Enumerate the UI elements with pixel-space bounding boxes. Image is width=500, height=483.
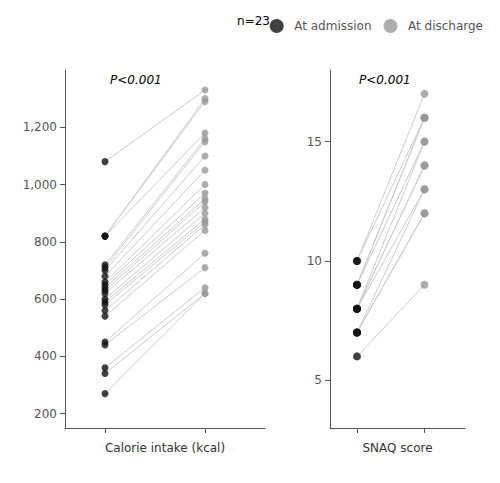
svg-text:Calorie intake (kcal): Calorie intake (kcal) <box>105 441 225 455</box>
svg-text:n=23: n=23 <box>237 14 270 28</box>
svg-text:P<0.001: P<0.001 <box>359 73 411 87</box>
svg-text:P<0.001: P<0.001 <box>110 73 162 87</box>
svg-text:200: 200 <box>34 407 57 421</box>
svg-text:At admission: At admission <box>294 19 371 33</box>
svg-text:5: 5 <box>314 373 322 387</box>
svg-text:600: 600 <box>34 292 57 306</box>
svg-text:SNAQ score: SNAQ score <box>362 441 432 455</box>
svg-text:400: 400 <box>34 349 57 363</box>
svg-text:15: 15 <box>307 135 322 149</box>
svg-text:At discharge: At discharge <box>408 19 483 33</box>
svg-text:10: 10 <box>307 254 322 268</box>
svg-text:1,200: 1,200 <box>23 120 57 134</box>
svg-text:800: 800 <box>34 235 57 249</box>
svg-text:1,000: 1,000 <box>23 178 57 192</box>
